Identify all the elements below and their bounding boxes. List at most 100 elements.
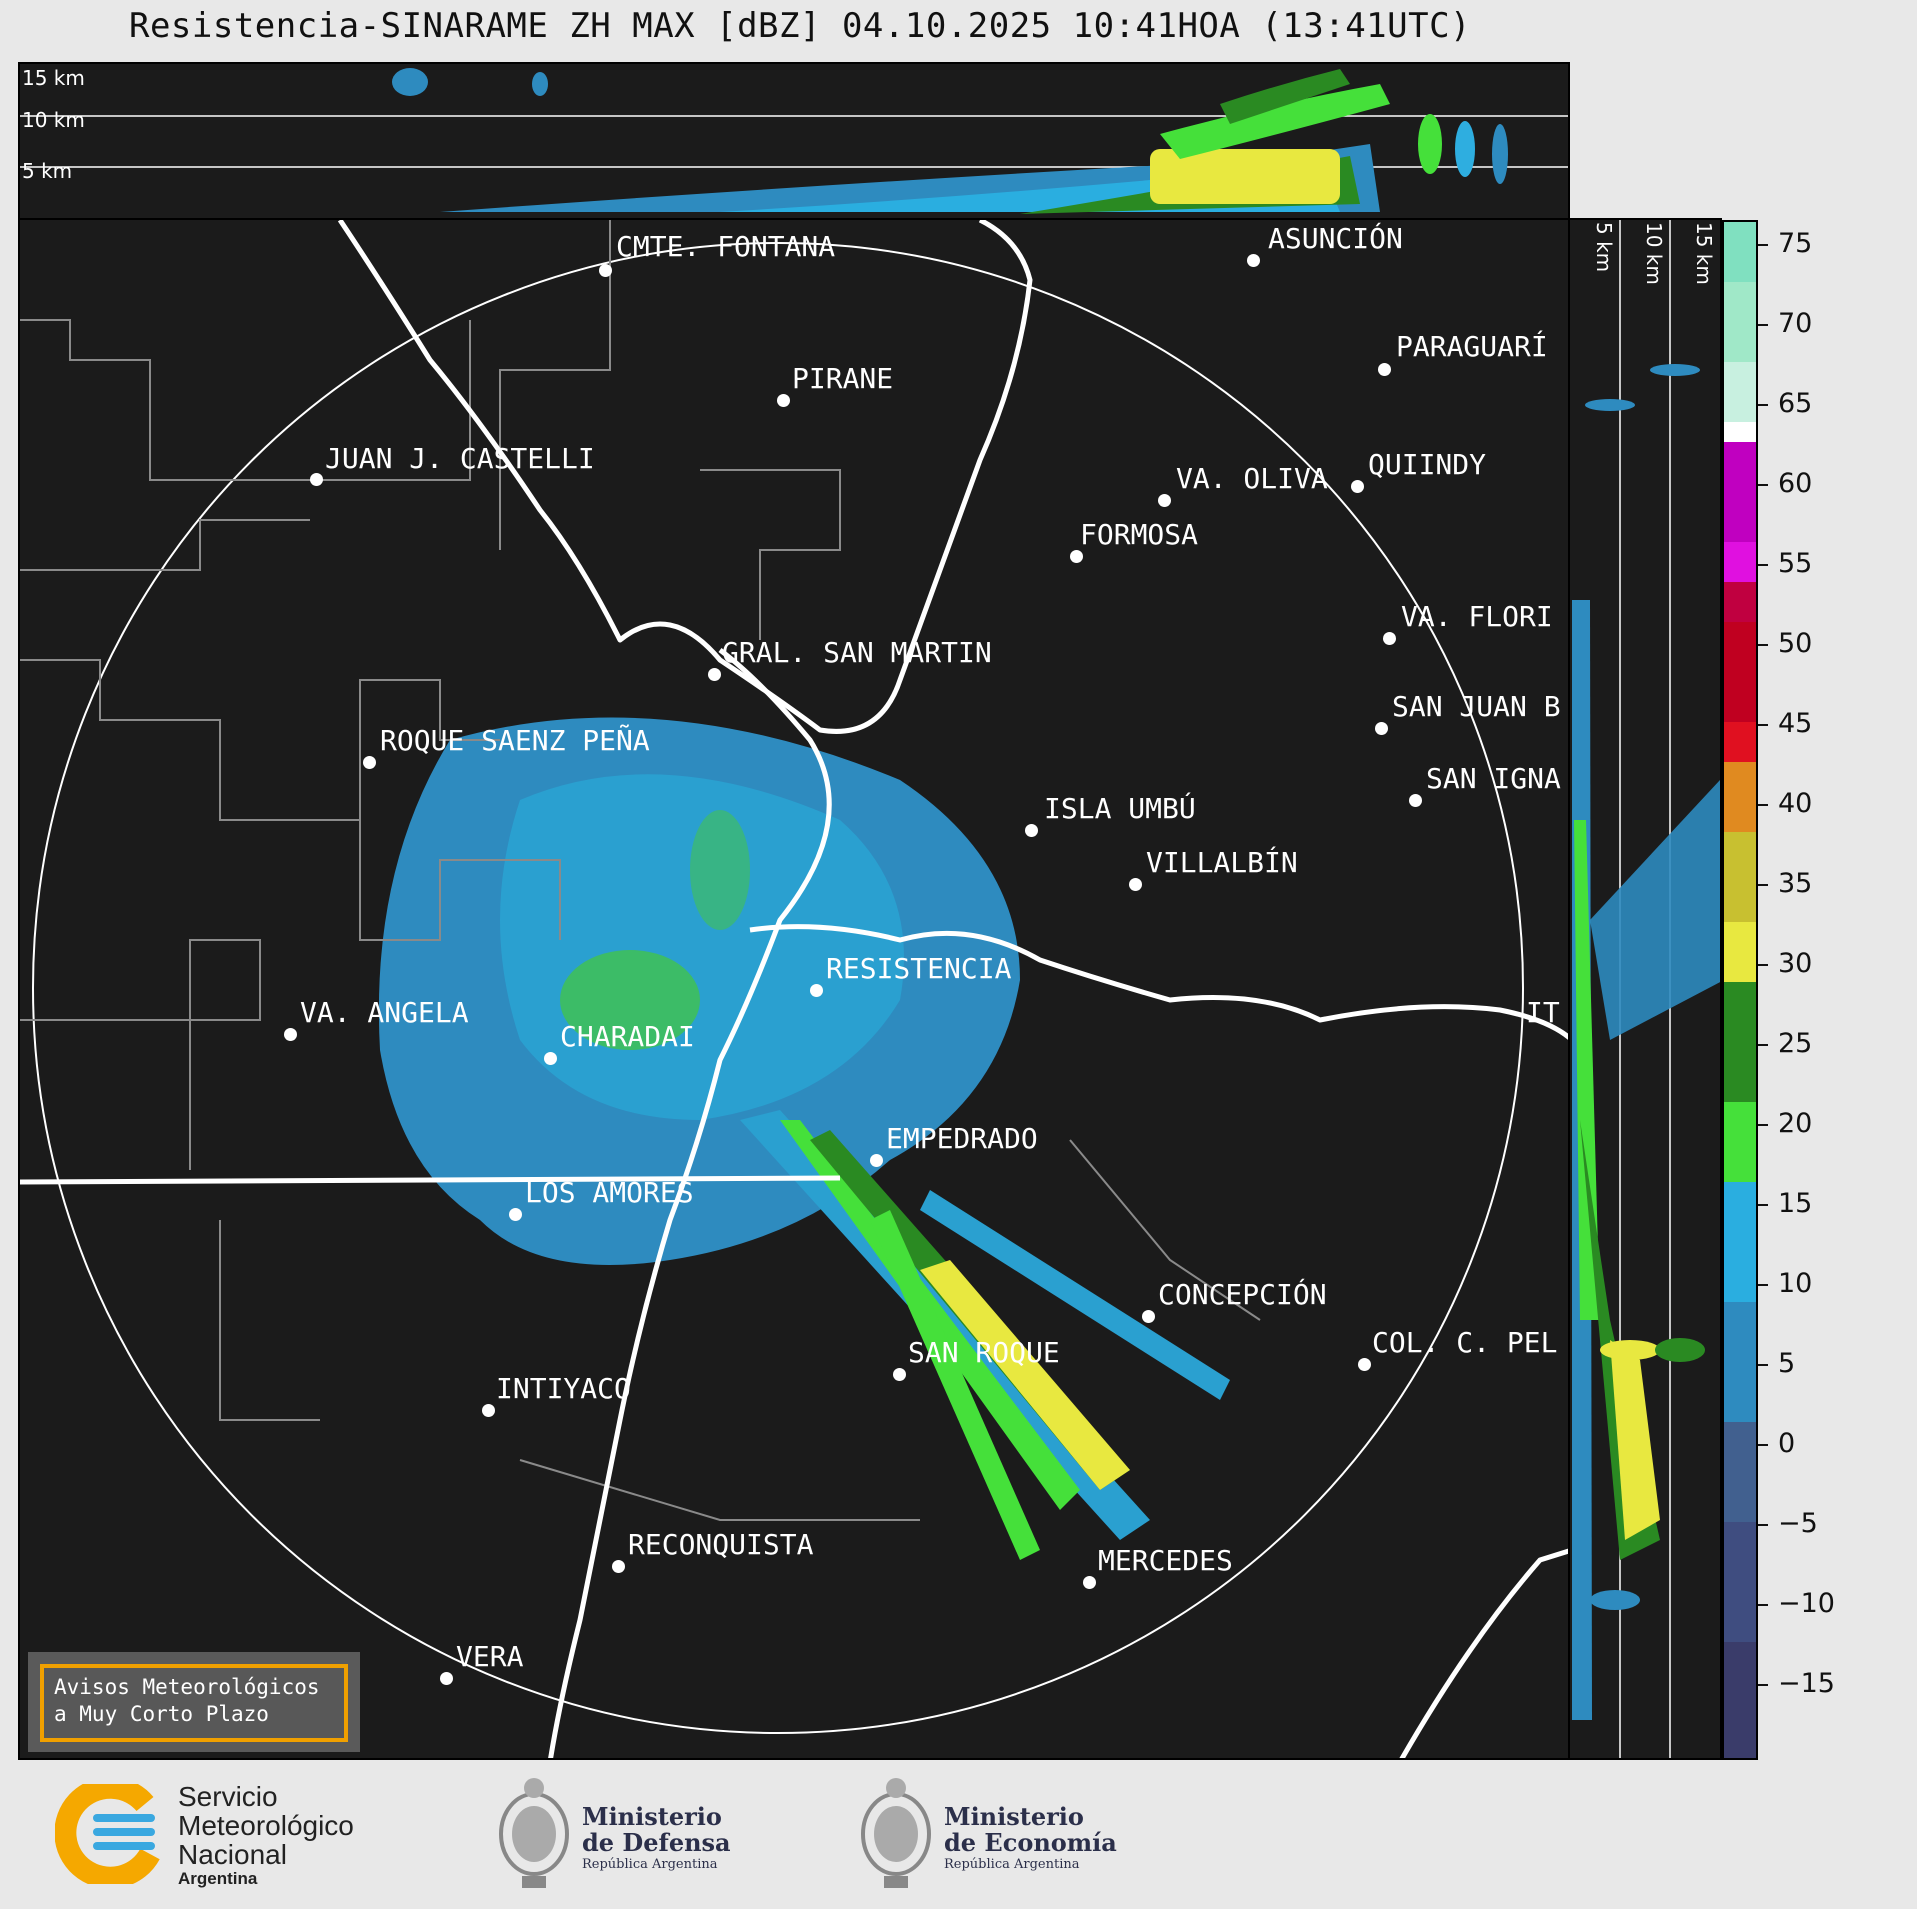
colorbar-tick-0 xyxy=(1758,1444,1768,1446)
alerts-box: Avisos Meteorológicos a Muy Corto Plazo xyxy=(28,1652,360,1752)
top-alt-label-5km: 5 km xyxy=(22,159,73,183)
colorbar-tick-15 xyxy=(1758,1204,1768,1206)
radar-map[interactable]: CMTE. FONTANA ASUNCIÓN PARAGUARÍ PIRANE … xyxy=(18,218,1570,1760)
city-dot-asuncion xyxy=(1247,254,1260,267)
city-dot-intiyaco xyxy=(482,1404,495,1417)
city-dot-va-oliva xyxy=(1158,494,1171,507)
economia-line-3: República Argentina xyxy=(944,1857,1080,1872)
city-label-quiindy: QUIINDY xyxy=(1368,448,1487,481)
city-dot-san-roque xyxy=(893,1368,906,1381)
city-label-reconquista: RECONQUISTA xyxy=(628,1528,814,1561)
city-label-roque-saenz-pena: ROQUE SAENZ PEÑA xyxy=(380,724,650,757)
city-dot-juan-j-castelli xyxy=(310,473,323,486)
city-label-san-juan-b: SAN JUAN B xyxy=(1392,690,1561,723)
colorbar-label-55: 55 xyxy=(1778,548,1813,579)
colorbar-label-minus15: −15 xyxy=(1778,1668,1835,1699)
colorbar-tick-minus10 xyxy=(1758,1604,1768,1606)
city-label-empedrado: EMPEDRADO xyxy=(886,1122,1038,1155)
colorbar-tick-75 xyxy=(1758,244,1768,246)
map-title: Resistencia-SINARAME ZH MAX [dBZ] 04.10.… xyxy=(128,6,1472,46)
city-label-isla-umbu: ISLA UMBÚ xyxy=(1044,792,1196,825)
side-alt-label-15km: 15 km xyxy=(1692,222,1716,285)
city-dot-roque-saenz-pena xyxy=(363,756,376,769)
side-alt-label-5km: 5 km xyxy=(1592,222,1616,273)
city-label-asuncion: ASUNCIÓN xyxy=(1268,222,1403,255)
city-dot-paraguari xyxy=(1378,363,1391,376)
dbz-colorbar xyxy=(1722,220,1758,1760)
economia-name: Ministerio de Economía República Argenti… xyxy=(944,1804,1117,1874)
city-dot-san-juan-b xyxy=(1375,722,1388,735)
top-cross-section: 15 km 10 km 5 km xyxy=(18,62,1570,220)
colorbar-tick-minus5 xyxy=(1758,1524,1768,1526)
colorbar-tick-60 xyxy=(1758,484,1768,486)
city-label-paraguari: PARAGUARÍ xyxy=(1396,330,1548,363)
city-label-va-flori: VA. FLORI xyxy=(1401,600,1553,633)
colorbar-label-60: 60 xyxy=(1778,468,1813,499)
city-dot-los-amores xyxy=(509,1208,522,1221)
city-label-gral-san-martin: GRAL. SAN MARTIN xyxy=(722,636,992,669)
city-dot-quiindy xyxy=(1351,480,1364,493)
defensa-line-2: de Defensa xyxy=(582,1828,731,1857)
colorbar-tick-5 xyxy=(1758,1364,1768,1366)
colorbar-tick-40 xyxy=(1758,804,1768,806)
city-label-concepcion: CONCEPCIÓN xyxy=(1158,1278,1327,1311)
footer: Servicio Meteorológico Nacional Argentin… xyxy=(0,1762,1917,1909)
city-label-los-amores: LOS AMORES xyxy=(525,1176,694,1209)
colorbar-label-minus5: −5 xyxy=(1778,1508,1818,1539)
smn-logo-icon xyxy=(55,1784,160,1884)
smn-line-1: Servicio xyxy=(178,1781,278,1812)
defensa-line-3: República Argentina xyxy=(582,1857,718,1872)
city-label-charadai: CHARADAI xyxy=(560,1020,695,1053)
colorbar-label-20: 20 xyxy=(1778,1108,1813,1139)
city-label-col-c-pel: COL. C. PEL xyxy=(1372,1326,1558,1359)
city-dot-resistencia xyxy=(810,984,823,997)
colorbar-tick-10 xyxy=(1758,1284,1768,1286)
city-dot-isla-umbu xyxy=(1025,824,1038,837)
alerts-line-1: Avisos Meteorológicos xyxy=(54,1675,320,1699)
colorbar-label-5: 5 xyxy=(1778,1348,1796,1379)
city-dot-mercedes xyxy=(1083,1576,1096,1589)
city-dot-cmte-fontana xyxy=(599,264,612,277)
economia-line-1: Ministerio xyxy=(944,1802,1084,1831)
dbz-colorbar-gradient xyxy=(1724,222,1756,1758)
colorbar-tick-65 xyxy=(1758,404,1768,406)
city-label-san-igna: SAN IGNA xyxy=(1426,762,1561,795)
alerts-frame: Avisos Meteorológicos a Muy Corto Plazo xyxy=(40,1664,348,1742)
smn-name: Servicio Meteorológico Nacional Argentin… xyxy=(178,1782,354,1889)
colorbar-tick-25 xyxy=(1758,1044,1768,1046)
defensa-line-1: Ministerio xyxy=(582,1802,722,1831)
side-cross-section: 5 km 10 km 15 km xyxy=(1568,218,1722,1760)
city-label-it: IT xyxy=(1526,996,1560,1029)
colorbar-label-10: 10 xyxy=(1778,1268,1813,1299)
colorbar-label-50: 50 xyxy=(1778,628,1813,659)
colorbar-label-30: 30 xyxy=(1778,948,1813,979)
colorbar-tick-20 xyxy=(1758,1124,1768,1126)
side-alt-label-10km: 10 km xyxy=(1642,222,1666,285)
colorbar-tick-35 xyxy=(1758,884,1768,886)
city-dot-san-igna xyxy=(1409,794,1422,807)
smn-line-4: Argentina xyxy=(178,1869,258,1888)
defensa-name: Ministerio de Defensa República Argentin… xyxy=(582,1804,731,1874)
city-label-cmte-fontana: CMTE. FONTANA xyxy=(616,230,836,263)
side-cross-section-echoes xyxy=(1572,220,1720,1758)
city-dot-charadai xyxy=(544,1052,557,1065)
smn-line-3: Nacional xyxy=(178,1839,287,1870)
colorbar-tick-55 xyxy=(1758,564,1768,566)
colorbar-label-65: 65 xyxy=(1778,388,1813,419)
top-cross-section-echoes xyxy=(20,68,1568,214)
city-dot-pirane xyxy=(777,394,790,407)
city-dot-reconquista xyxy=(612,1560,625,1573)
city-dot-concepcion xyxy=(1142,1310,1155,1323)
colorbar-tick-30 xyxy=(1758,964,1768,966)
colorbar-label-15: 15 xyxy=(1778,1188,1813,1219)
colorbar-label-40: 40 xyxy=(1778,788,1813,819)
alerts-line-2: a Muy Corto Plazo xyxy=(54,1702,269,1726)
city-dot-gral-san-martin xyxy=(708,668,721,681)
city-label-vera: VERA xyxy=(456,1640,524,1673)
city-dot-col-c-pel xyxy=(1358,1358,1371,1371)
colorbar-label-0: 0 xyxy=(1778,1428,1796,1459)
city-dot-villalbin xyxy=(1129,878,1142,891)
city-label-villalbin: VILLALBÍN xyxy=(1146,846,1298,879)
colorbar-tick-50 xyxy=(1758,644,1768,646)
colorbar-tick-70 xyxy=(1758,324,1768,326)
